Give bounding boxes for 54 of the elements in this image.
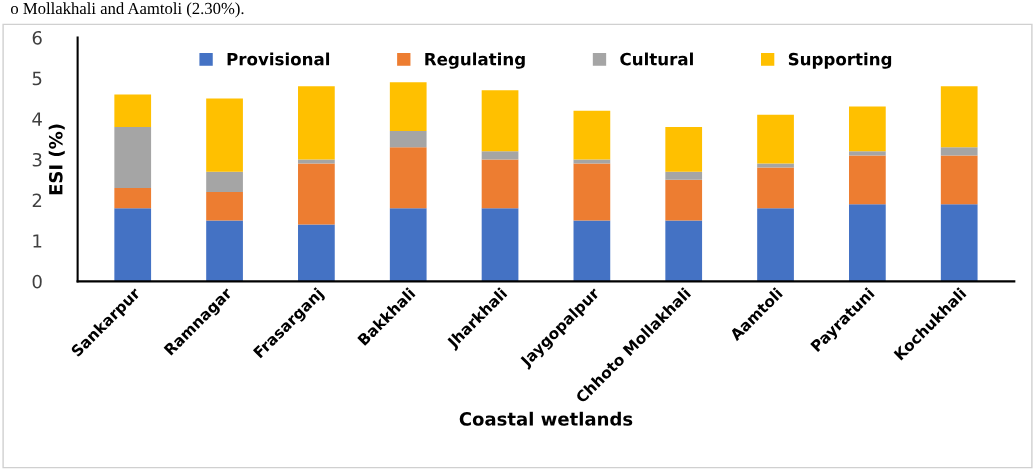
bar [481,151,519,160]
bar [389,131,427,148]
bar [481,159,519,209]
bar [849,106,886,152]
y-tick-label: 6 [32,30,42,45]
legend-label: Regulating [425,52,525,69]
y-axis-title: ESI (%) [48,124,65,195]
bar [114,187,152,209]
bar [114,208,152,282]
bar [940,86,978,148]
bar [481,208,519,282]
bar [849,204,886,282]
bar [757,208,794,282]
bar [114,126,152,188]
y-tick-label: 1 [33,234,42,248]
bar [573,163,611,221]
bar [206,98,243,172]
y-tick-label: 3 [32,152,42,167]
bar [757,167,794,209]
bar [206,171,243,192]
bar [206,220,243,282]
legend-label: Provisional [227,52,330,66]
bar [665,126,703,172]
bar [389,208,427,282]
bar [757,163,794,168]
bar [573,110,611,160]
bar [298,159,335,164]
bar [665,171,703,180]
x-axis-title: Coastal wetlands [459,411,633,426]
text: o Mollakhali and Aamtoli (2.30%). [10,2,244,18]
bar [389,82,427,132]
y-tick-label: 5 [32,71,42,86]
bar [298,163,335,225]
bar [573,220,611,282]
bar [665,179,703,221]
bar [298,86,335,160]
bar [206,191,243,221]
bar [665,220,703,282]
y-tick-label: 4 [32,112,42,126]
bar [298,224,335,282]
bar [573,159,611,164]
bar [481,90,519,152]
bar [757,114,794,164]
legend-label: Cultural [620,52,693,66]
y-tick-label: 2 [32,193,42,207]
bar [849,155,886,205]
bar [940,147,978,156]
bar [940,204,978,282]
bar [114,94,152,127]
bar [940,155,978,205]
bar [389,147,427,209]
bar [849,151,886,156]
legend-label: Supporting [788,52,892,69]
y-tick-label: 0 [32,274,42,289]
